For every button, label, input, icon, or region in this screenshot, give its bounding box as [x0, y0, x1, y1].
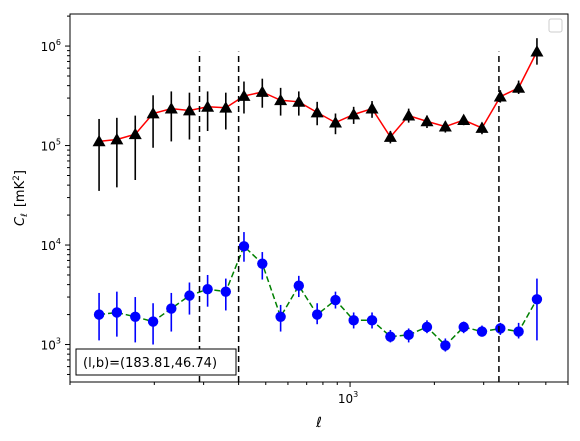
series-1-point [421, 321, 433, 333]
series-1-point [257, 258, 268, 269]
series-1-point [166, 303, 177, 314]
series-0-point [255, 85, 269, 97]
series-1-point [513, 326, 524, 337]
series-1-point [275, 311, 286, 322]
series-1-point [495, 323, 506, 334]
y-tick-label: 106 [41, 38, 61, 54]
series-0-point [383, 130, 397, 142]
series-0-point [292, 95, 306, 107]
series-1-point [366, 315, 378, 326]
series-0-point [457, 113, 471, 126]
series-0-point [182, 104, 196, 116]
series-1-point [311, 309, 323, 320]
series-0-point [201, 100, 215, 112]
series-1-point [238, 241, 250, 252]
series-0-point [164, 102, 178, 114]
series-0-point [310, 105, 324, 118]
plot-frame [69, 13, 569, 383]
series-1-point [147, 316, 159, 327]
series-1-point [531, 294, 543, 305]
series-0-point [347, 108, 361, 120]
annotation-text: (l,b)=(183.81,46.74) [83, 356, 217, 371]
series-0-point [110, 133, 124, 145]
series-1-line [99, 244, 538, 347]
series-0-point [328, 116, 342, 128]
series-0-point [237, 89, 251, 101]
series-0-point [438, 120, 452, 132]
series-1-point [293, 280, 304, 291]
series-1-point [184, 290, 195, 301]
series-0-point [475, 121, 489, 133]
y-tick-label: 104 [41, 237, 61, 253]
series-0-point [530, 45, 544, 57]
series-0-point [219, 101, 233, 113]
series-0-point [365, 102, 379, 114]
series-1-point [330, 294, 341, 306]
coordinate-annotation: (l,b)=(183.81,46.74) [75, 348, 237, 376]
series-1-point [93, 309, 105, 320]
series-1-point [348, 315, 359, 326]
series-0-point [128, 127, 142, 140]
x-tick-label: 103 [338, 390, 358, 406]
series-1-point [111, 307, 123, 318]
series-1-point [403, 329, 414, 341]
series-1-point [385, 331, 396, 342]
series-0-line [99, 51, 538, 143]
series-1-point [476, 326, 488, 337]
series-0-point [493, 90, 507, 102]
series-1-point [440, 340, 451, 351]
series-0-point [92, 134, 106, 147]
y-tick-label: 103 [41, 337, 61, 353]
series-0-point [512, 81, 526, 93]
series-0-point [420, 114, 434, 127]
series-1-point [220, 286, 232, 297]
series-0-point [274, 93, 288, 106]
series-1-point [130, 311, 141, 322]
x-axis-label: ℓ [315, 415, 322, 431]
y-axis-label: Cℓ[mK2] [12, 170, 30, 226]
series-0-point [146, 106, 160, 119]
series-1-point [458, 321, 469, 333]
legend-box [548, 18, 563, 33]
series-0-point [402, 109, 416, 121]
y-tick-label: 105 [41, 138, 61, 154]
series-1-point [202, 283, 213, 295]
